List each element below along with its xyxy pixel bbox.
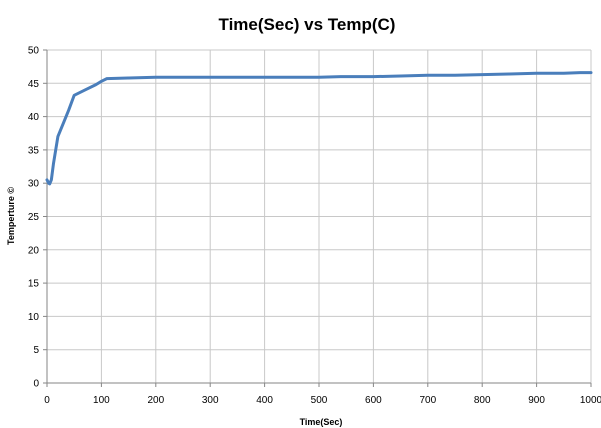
y-tick-label: 25 <box>28 212 40 223</box>
y-tick-label: 50 <box>28 46 40 57</box>
x-tick-label: 200 <box>147 395 164 406</box>
y-tick-label: 30 <box>28 179 40 190</box>
series-line-1 <box>45 71 593 186</box>
axes <box>43 49 592 387</box>
gridlines <box>47 49 592 383</box>
x-tick-label: 800 <box>474 395 491 406</box>
y-tick-label: 40 <box>28 112 40 123</box>
y-tick-label: 10 <box>28 312 40 323</box>
y-tick-label: 15 <box>28 279 40 290</box>
x-tick-label: 100 <box>93 395 110 406</box>
y-axis-tick-labels: 0 5 10 15 20 25 30 35 40 45 50 <box>28 46 40 390</box>
y-tick-label: 0 <box>33 379 39 390</box>
chart-title: Time(Sec) vs Temp(C) <box>219 15 396 34</box>
y-tick-label: 20 <box>28 245 40 256</box>
x-tick-label: 900 <box>528 395 545 406</box>
x-axis-label: Time(Sec) <box>300 417 343 427</box>
y-tick-label: 35 <box>28 145 40 156</box>
x-tick-label: 300 <box>202 395 219 406</box>
x-axis-tick-labels: 0 100 200 300 400 500 600 700 800 900 1000 <box>44 395 601 406</box>
x-tick-label: 400 <box>256 395 273 406</box>
x-tick-label: 500 <box>311 395 328 406</box>
x-tick-label: 1000 <box>580 395 601 406</box>
y-axis-label: Temperture © <box>6 187 16 245</box>
x-tick-label: 0 <box>44 395 50 406</box>
series-group <box>45 71 593 186</box>
x-tick-label: 600 <box>365 395 382 406</box>
y-tick-label: 45 <box>28 79 40 90</box>
x-tick-label: 700 <box>419 395 436 406</box>
y-tick-label: 5 <box>33 345 39 356</box>
